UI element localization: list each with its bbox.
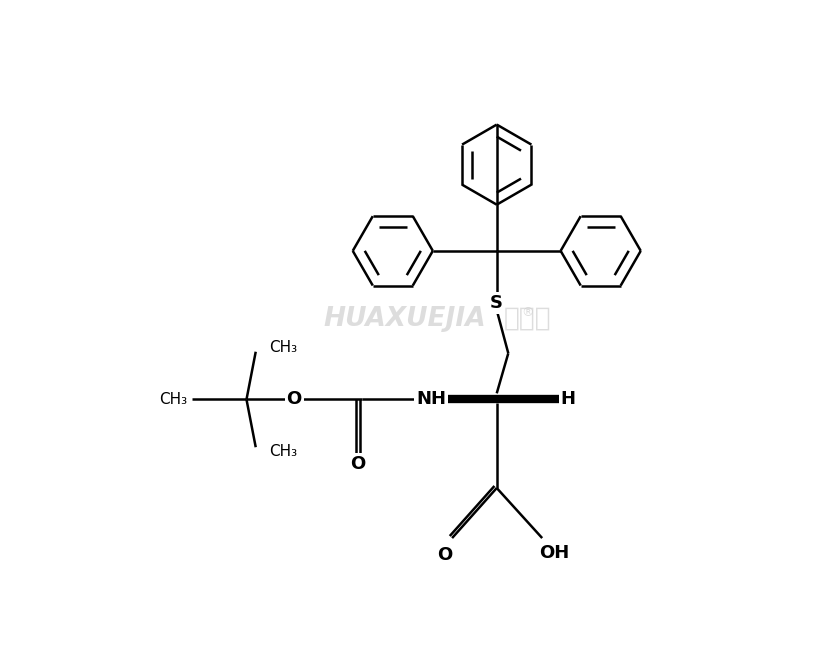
Text: O: O xyxy=(351,455,366,473)
Text: CH₃: CH₃ xyxy=(269,340,298,354)
Text: S: S xyxy=(490,294,503,312)
Text: H: H xyxy=(561,390,576,408)
Text: CH₃: CH₃ xyxy=(159,392,187,407)
Text: HUAXUEJIA: HUAXUEJIA xyxy=(323,306,486,332)
Text: CH₃: CH₃ xyxy=(269,444,298,460)
Text: NH: NH xyxy=(416,390,446,408)
Text: 化学加: 化学加 xyxy=(503,306,552,332)
Text: O: O xyxy=(437,545,452,564)
Text: O: O xyxy=(286,390,302,408)
Text: ®: ® xyxy=(521,306,534,319)
Text: OH: OH xyxy=(539,544,570,562)
